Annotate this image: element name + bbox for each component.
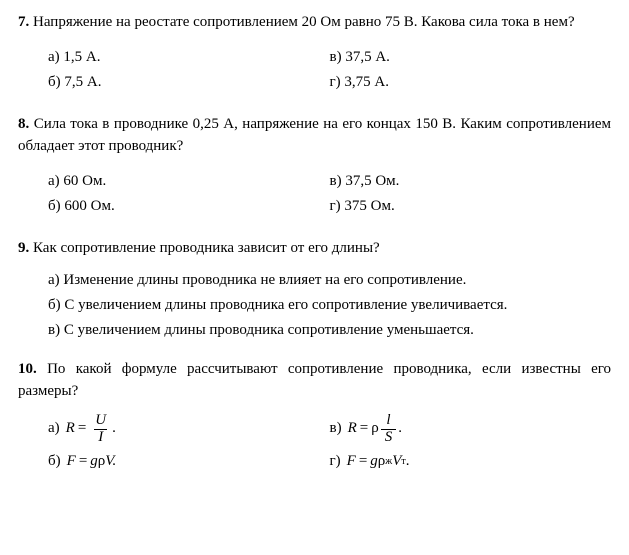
fraction-den: I [94, 429, 107, 446]
question-9-number: 9. [18, 240, 29, 256]
q10-letter-g: г) [330, 451, 341, 473]
formula-tail: . [406, 451, 410, 473]
q10-option-v: в) R = ρ l S . [330, 413, 612, 446]
question-8: 8. Сила тока в проводнике 0,25 А, напряж… [18, 114, 611, 220]
question-8-number: 8. [18, 116, 29, 132]
fraction: l S [381, 413, 397, 446]
question-9-text: 9. Как сопротивление проводника зависит … [18, 238, 611, 260]
formula-eq: = [360, 418, 368, 440]
q10-option-g: г) F = gρжVт. [330, 451, 612, 473]
question-7-text: 7. Напряжение на реостате сопротивлением… [18, 12, 611, 34]
q9-option-v: в) С увеличением длины проводника сопрот… [48, 320, 611, 342]
formula-eq: = [359, 451, 367, 473]
question-8-body: Сила тока в проводнике 0,25 А, напряжени… [18, 116, 611, 154]
formula-tail: . [398, 418, 402, 440]
formula-v: V. [105, 451, 116, 473]
q10-row-2: б) F = gρV. г) F = gρжVт. [18, 451, 611, 473]
question-9-body: Как сопротивление проводника зависит от … [33, 240, 380, 256]
q8-option-g: г) 375 Ом. [330, 196, 612, 218]
q9-option-b: б) С увеличением длины проводника его со… [48, 295, 611, 317]
question-8-options: а) 60 Ом. б) 600 Ом. в) 37,5 Ом. г) 375 … [18, 168, 611, 221]
question-7-number: 7. [18, 14, 29, 30]
question-9: 9. Как сопротивление проводника зависит … [18, 238, 611, 341]
options-col-left: а) 60 Ом. б) 600 Ом. [48, 168, 330, 221]
q7-option-g: г) 3,75 А. [330, 72, 612, 94]
question-7: 7. Напряжение на реостате сопротивлением… [18, 12, 611, 96]
question-10-number: 10. [18, 361, 37, 377]
formula-eq: = [78, 418, 86, 440]
options-col-right: в) 37,5 А. г) 3,75 А. [330, 44, 612, 97]
q10-letter-v: в) [330, 418, 342, 440]
formula-lhs: F [347, 451, 356, 473]
q7-option-b: б) 7,5 А. [48, 72, 330, 94]
q10-option-a: а) R = U I . [48, 413, 330, 446]
q10-letter-b: б) [48, 451, 61, 473]
question-7-body: Напряжение на реостате сопротивлением 20… [33, 14, 575, 30]
question-10-text: 10. По какой формуле рассчитывают сопрот… [18, 359, 611, 403]
question-9-options: а) Изменение длины проводника не влияет … [18, 270, 611, 341]
q8-option-v: в) 37,5 Ом. [330, 171, 612, 193]
formula-tail: . [112, 418, 116, 440]
q8-option-a: а) 60 Ом. [48, 171, 330, 193]
question-7-options: а) 1,5 А. б) 7,5 А. в) 37,5 А. г) 3,75 А… [18, 44, 611, 97]
fraction-num: U [91, 413, 110, 429]
fraction-den: S [381, 429, 397, 446]
q8-option-b: б) 600 Ом. [48, 196, 330, 218]
question-10: 10. По какой формуле рассчитывают сопрот… [18, 359, 611, 473]
q10-letter-a: а) [48, 418, 60, 440]
fraction-num: l [382, 413, 394, 429]
q7-option-a: а) 1,5 А. [48, 47, 330, 69]
formula-lhs: F [67, 451, 76, 473]
q7-option-v: в) 37,5 А. [330, 47, 612, 69]
fraction: U I [91, 413, 110, 446]
q10-option-b: б) F = gρV. [48, 451, 330, 473]
formula-sub1: ж [385, 455, 392, 470]
formula-eq: = [79, 451, 87, 473]
formula-rho: ρ [98, 451, 106, 473]
formula-v: V [392, 451, 401, 473]
formula-lhs: R [66, 418, 75, 440]
formula-pre: ρ [371, 418, 379, 440]
options-col-left: а) 1,5 А. б) 7,5 А. [48, 44, 330, 97]
formula-g: g [90, 451, 98, 473]
question-10-body: По какой формуле рассчитывают сопротивле… [18, 361, 611, 399]
options-col-right: в) 37,5 Ом. г) 375 Ом. [330, 168, 612, 221]
q9-option-a: а) Изменение длины проводника не влияет … [48, 270, 611, 292]
q10-row-1: а) R = U I . в) R = ρ l S . [18, 413, 611, 446]
formula-lhs: R [348, 418, 357, 440]
formula-g: g [370, 451, 378, 473]
question-8-text: 8. Сила тока в проводнике 0,25 А, напряж… [18, 114, 611, 158]
